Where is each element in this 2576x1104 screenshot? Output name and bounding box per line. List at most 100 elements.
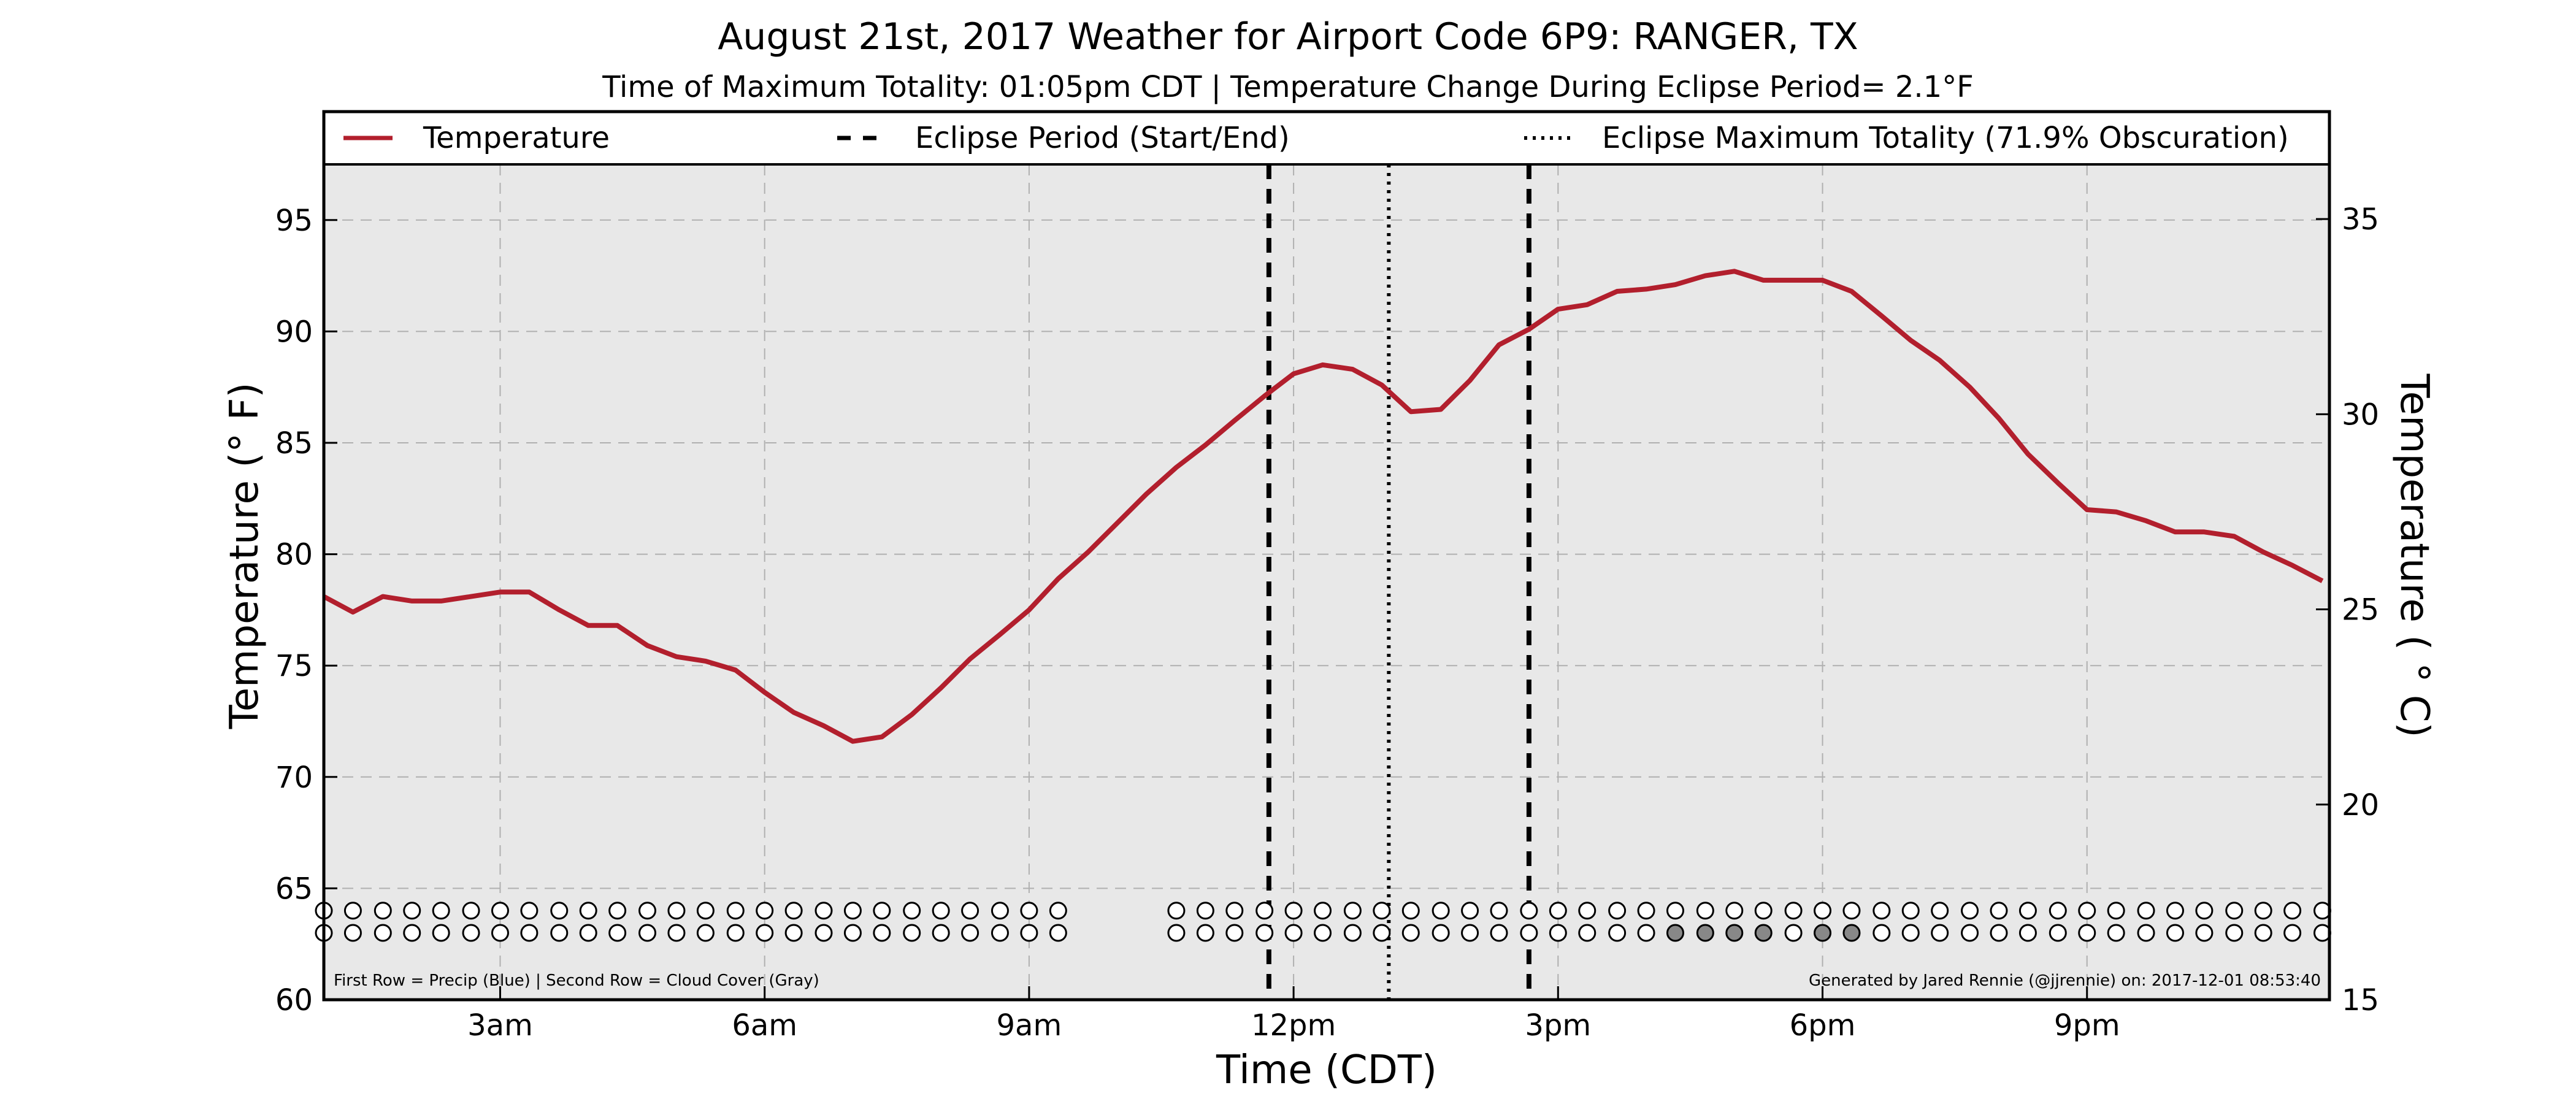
precip-dot <box>1814 902 1832 920</box>
precip-dot <box>2166 902 2184 920</box>
cloud-cover-dot <box>550 924 569 942</box>
precip-dot <box>1608 902 1627 920</box>
cloud-cover-dot <box>1549 924 1567 942</box>
cloud-cover-dot <box>2018 924 2037 942</box>
cloud-cover-dot <box>2254 924 2272 942</box>
cloud-cover-dot <box>1842 924 1861 942</box>
precip-dot <box>520 902 539 920</box>
cloud-cover-dot <box>2195 924 2214 942</box>
y-tick-label: 80 <box>275 538 313 572</box>
y-right-tick-label: 15 <box>2342 983 2379 1018</box>
precip-dot <box>1637 902 1655 920</box>
y-right-tick-label: 30 <box>2342 397 2379 432</box>
cloud-cover-dot <box>2107 924 2125 942</box>
precip-dot <box>1020 902 1038 920</box>
cloud-cover-dot <box>1961 924 1979 942</box>
precip-dot <box>1696 902 1714 920</box>
cloud-cover-dot <box>1520 924 1538 942</box>
cloud-cover-dot <box>2283 924 2302 942</box>
precip-dot <box>815 902 833 920</box>
legend-label-temperature: Temperature <box>423 121 610 155</box>
precip-dot <box>1931 902 1949 920</box>
precip-dot <box>2049 902 2067 920</box>
cloud-cover-dot <box>873 924 891 942</box>
precip-dot <box>1314 902 1332 920</box>
cloud-cover-dot <box>1814 924 1832 942</box>
precip-dot <box>403 902 421 920</box>
precip-cloud-rows <box>315 902 2332 942</box>
y-tick-label: 75 <box>275 649 313 683</box>
cloud-cover-dot <box>1784 924 1803 942</box>
x-tick-label: 3pm <box>1525 1008 1591 1043</box>
x-tick-label: 9am <box>997 1008 1062 1043</box>
precip-dot <box>491 902 509 920</box>
y-tick-label: 85 <box>275 426 313 461</box>
y-tick-label: 70 <box>275 761 313 795</box>
cloud-cover-dot <box>667 924 686 942</box>
precip-dot <box>1167 902 1186 920</box>
precip-dot <box>638 902 657 920</box>
cloud-cover-dot <box>2225 924 2244 942</box>
x-tick-label: 12pm <box>1251 1008 1336 1043</box>
cloud-cover-dot <box>1225 924 1244 942</box>
precip-dot <box>1401 902 1420 920</box>
cloud-cover-dot <box>608 924 627 942</box>
cloud-cover-dot <box>1284 924 1303 942</box>
cloud-cover-dot <box>991 924 1009 942</box>
grid <box>324 164 2329 1000</box>
precip-dot <box>1373 902 1391 920</box>
y-tick-label: 65 <box>275 872 313 906</box>
cloud-cover-dot <box>432 924 450 942</box>
precip-dot <box>1961 902 1979 920</box>
temperature-series <box>323 269 2324 744</box>
x-tick-label: 3am <box>467 1008 533 1043</box>
y-tick-label: 90 <box>275 315 313 349</box>
cloud-cover-dot <box>843 924 862 942</box>
precip-dot <box>1725 902 1744 920</box>
precip-dot <box>1432 902 1450 920</box>
legend-label-eclipse-period: Eclipse Period (Start/End) <box>915 121 1290 155</box>
cloud-cover-dot <box>696 924 715 942</box>
precip-dot <box>2018 902 2037 920</box>
precip-dot <box>873 902 891 920</box>
y-right-tick-label: 35 <box>2342 202 2379 237</box>
precip-dot <box>2195 902 2214 920</box>
precip-dot <box>432 902 450 920</box>
precip-dot <box>2254 902 2272 920</box>
cloud-cover-dot <box>403 924 421 942</box>
precip-dot <box>343 902 362 920</box>
precip-dot <box>1225 902 1244 920</box>
precip-dot <box>1549 902 1567 920</box>
precip-dot <box>784 902 803 920</box>
cloud-cover-dot <box>815 924 833 942</box>
precip-dot <box>1490 902 1508 920</box>
temperature-line <box>323 269 2324 744</box>
cloud-cover-dot <box>2166 924 2184 942</box>
precip-dot <box>1842 902 1861 920</box>
precip-dot <box>1461 902 1479 920</box>
cloud-cover-dot <box>520 924 539 942</box>
precip-dot <box>1196 902 1214 920</box>
cloud-cover-dot <box>1578 924 1597 942</box>
cloud-cover-dot <box>1020 924 1038 942</box>
cloud-cover-dot <box>1373 924 1391 942</box>
precip-dot <box>462 902 480 920</box>
cloud-cover-dot <box>1754 924 1773 942</box>
cloud-cover-dot <box>1401 924 1420 942</box>
precip-dot <box>579 902 597 920</box>
cloud-cover-dot <box>1432 924 1450 942</box>
precip-dot <box>1578 902 1597 920</box>
axis-ticks: 60 65 70 75 80 85 90 95 15 20 25 30 35 3am 6am 9am 12pm 3… <box>275 202 2379 1043</box>
x-tick-label: 6pm <box>1790 1008 1856 1043</box>
precip-dot <box>1666 902 1684 920</box>
cloud-cover-dot <box>638 924 657 942</box>
cloud-cover-dot <box>2049 924 2067 942</box>
cloud-cover-dot <box>1167 924 1186 942</box>
precip-dot <box>1873 902 1891 920</box>
x-tick-label: 9pm <box>2054 1008 2120 1043</box>
precip-dot <box>374 902 392 920</box>
precip-dot <box>608 902 627 920</box>
precip-dot <box>961 902 979 920</box>
cloud-cover-dot <box>343 924 362 942</box>
